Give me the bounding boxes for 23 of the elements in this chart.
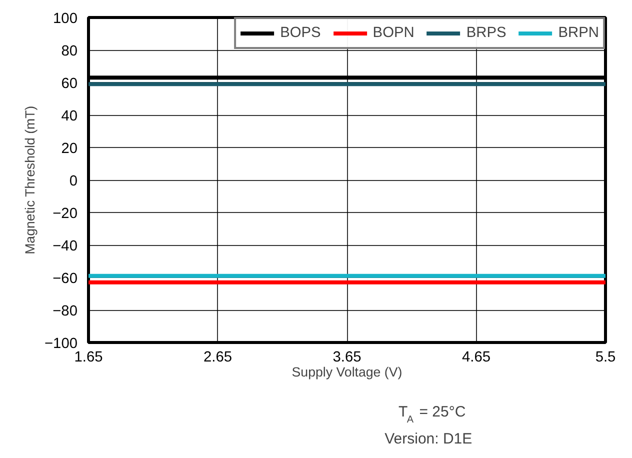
y-tick-label: −20 [52, 206, 78, 222]
legend-label: BRPN [558, 25, 599, 41]
y-tick-label: 0 [69, 174, 78, 190]
y-tick-label: −40 [52, 238, 78, 254]
legend-label: BRPS [466, 25, 506, 41]
y-tick-label: 60 [61, 76, 78, 92]
y-tick-label: −60 [52, 271, 78, 287]
y-tick-label: 40 [61, 108, 78, 124]
x-axis-title: Supply Voltage (V) [292, 364, 402, 380]
x-tick-label: 2.65 [203, 350, 232, 366]
legend-label: BOPS [280, 25, 321, 41]
legend-label: BOPN [372, 25, 414, 41]
text: Version: D1E [384, 430, 472, 448]
x-tick-label: 5.5 [595, 350, 616, 366]
y-axis-title: Magnetic Threshold (mT) [22, 106, 38, 254]
x-tick-label: 3.65 [332, 350, 362, 366]
y-tick-label: 20 [61, 141, 78, 157]
y-tick-label: −80 [52, 304, 78, 320]
y-tick-label: −100 [44, 336, 78, 352]
y-tick-label: 80 [61, 44, 78, 60]
x-tick-label: 4.65 [462, 350, 491, 366]
x-tick-label: 1.65 [74, 350, 103, 366]
y-tick-label: 100 [53, 11, 78, 27]
